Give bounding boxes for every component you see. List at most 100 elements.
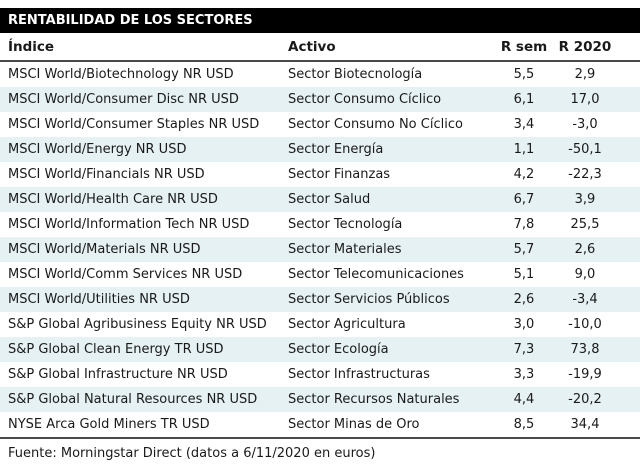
activo-cell: Sector Finanzas	[288, 167, 391, 182]
spacer-cell	[612, 212, 640, 237]
indice-cell: S&P Global Natural Resources NR USD	[8, 392, 258, 407]
r2020-cell: 9,0	[574, 267, 596, 282]
rsem-cell: 3,3	[513, 367, 535, 382]
rsem-cell: 5,1	[513, 267, 535, 282]
spacer-cell	[612, 187, 640, 212]
indice-cell: S&P Global Infrastructure NR USD	[8, 367, 228, 382]
spacer-cell	[612, 287, 640, 312]
indice-cell: MSCI World/Consumer Disc NR USD	[8, 92, 239, 107]
rsem-cell: 6,1	[513, 92, 535, 107]
r2020-cell: 34,4	[558, 412, 612, 439]
table-row: MSCI World/Energy NR USD Sector Energía …	[0, 137, 640, 162]
r2020-cell: -3,0	[572, 117, 598, 132]
r2020-cell: -19,9	[568, 367, 602, 382]
table-row: S&P Global Natural Resources NR USD Sect…	[0, 387, 640, 412]
table-row: S&P Global Clean Energy TR USD Sector Ec…	[0, 337, 640, 362]
spacer-cell	[612, 162, 640, 187]
column-header-spacer	[612, 33, 640, 62]
rsem-cell: 2,6	[513, 292, 535, 307]
rsem-cell: 5,7	[513, 242, 535, 257]
spacer-cell	[612, 412, 640, 439]
rsem-cell: 4,4	[513, 392, 535, 407]
activo-cell: Sector Materiales	[288, 242, 402, 257]
rsem-cell: 7,8	[513, 217, 535, 232]
activo-cell: Sector Telecomunicaciones	[288, 267, 464, 282]
r2020-cell: 73,8	[570, 342, 600, 357]
spacer-cell	[612, 137, 640, 162]
activo-cell: Sector Recursos Naturales	[288, 392, 460, 407]
spacer-cell	[612, 61, 640, 87]
rsem-cell: 4,2	[513, 167, 535, 182]
activo-cell: Sector Agricultura	[288, 317, 406, 332]
activo-cell: Sector Consumo Cíclico	[288, 92, 442, 107]
spacer-cell	[612, 237, 640, 262]
rsem-cell: 1,1	[513, 142, 535, 157]
column-header-rsem: R sem	[490, 33, 558, 62]
activo-cell: Sector Infrastructuras	[288, 367, 430, 382]
spacer-cell	[612, 262, 640, 287]
indice-cell: NYSE Arca Gold Miners TR USD	[0, 412, 288, 439]
activo-cell: Sector Tecnología	[288, 217, 403, 232]
column-header-r2020: R 2020	[558, 33, 612, 62]
spacer-cell	[612, 112, 640, 137]
r2020-cell: -50,1	[568, 142, 602, 157]
column-header-indice: Índice	[0, 33, 288, 62]
table-header: Índice Activo R sem R 2020	[0, 33, 640, 62]
activo-cell: Sector Consumo No Cíclico	[288, 117, 463, 132]
table-row: S&P Global Infrastructure NR USD Sector …	[0, 362, 640, 387]
r2020-cell: -22,3	[568, 167, 602, 182]
report-title: RENTABILIDAD DE LOS SECTORES	[8, 13, 253, 28]
indice-cell: MSCI World/Comm Services NR USD	[8, 267, 243, 282]
source-note: Fuente: Morningstar Direct (datos a 6/11…	[8, 446, 376, 461]
spacer-cell	[612, 87, 640, 112]
spacer-cell	[612, 337, 640, 362]
indice-cell: MSCI World/Financials NR USD	[8, 167, 205, 182]
activo-cell: Sector Energía	[288, 142, 384, 157]
table-row: MSCI World/Consumer Disc NR USD Sector C…	[0, 87, 640, 112]
rsem-cell: 3,4	[513, 117, 535, 132]
table-row: MSCI World/Utilities NR USD Sector Servi…	[0, 287, 640, 312]
spacer-cell	[612, 362, 640, 387]
rsem-cell: 3,0	[513, 317, 535, 332]
activo-cell: Sector Minas de Oro	[288, 412, 490, 439]
spacer-cell	[612, 387, 640, 412]
r2020-cell: 3,9	[574, 192, 596, 207]
activo-cell: Sector Salud	[288, 192, 371, 207]
sector-returns-table: Índice Activo R sem R 2020 MSCI World/Bi…	[0, 33, 640, 439]
table-body: MSCI World/Biotechnology NR USD Sector B…	[0, 61, 640, 439]
indice-cell: S&P Global Clean Energy TR USD	[8, 342, 224, 357]
column-header-activo: Activo	[288, 33, 490, 62]
r2020-cell: -20,2	[568, 392, 602, 407]
table-row: MSCI World/Health Care NR USD Sector Sal…	[0, 187, 640, 212]
table-row: NYSE Arca Gold Miners TR USD Sector Mina…	[0, 412, 640, 439]
activo-cell: Sector Ecología	[288, 342, 389, 357]
indice-cell: MSCI World/Health Care NR USD	[8, 192, 218, 207]
rsem-cell: 6,7	[513, 192, 535, 207]
r2020-cell: 17,0	[570, 92, 600, 107]
r2020-cell: 2,9	[574, 67, 596, 82]
table-row: MSCI World/Information Tech NR USD Secto…	[0, 212, 640, 237]
rsem-cell: 5,5	[513, 67, 535, 82]
spacer-cell	[612, 312, 640, 337]
r2020-cell: -3,4	[572, 292, 598, 307]
activo-cell: Sector Servicios Públicos	[288, 292, 450, 307]
r2020-cell: 2,6	[574, 242, 596, 257]
rsem-cell: 7,3	[513, 342, 535, 357]
indice-cell: MSCI World/Utilities NR USD	[8, 292, 190, 307]
report-title-bar: RENTABILIDAD DE LOS SECTORES	[0, 8, 640, 33]
indice-cell: S&P Global Agribusiness Equity NR USD	[8, 317, 267, 332]
header-row: Índice Activo R sem R 2020	[0, 33, 640, 62]
indice-cell: MSCI World/Materials NR USD	[8, 242, 201, 257]
table-row: MSCI World/Comm Services NR USD Sector T…	[0, 262, 640, 287]
r2020-cell: 25,5	[570, 217, 600, 232]
indice-cell: MSCI World/Energy NR USD	[8, 142, 187, 157]
indice-cell: MSCI World/Consumer Staples NR USD	[8, 117, 260, 132]
indice-cell: MSCI World/Information Tech NR USD	[8, 217, 250, 232]
table-row: MSCI World/Financials NR USD Sector Fina…	[0, 162, 640, 187]
activo-cell: Sector Biotecnología	[288, 67, 423, 82]
table-row: MSCI World/Materials NR USD Sector Mater…	[0, 237, 640, 262]
indice-cell: MSCI World/Biotechnology NR USD	[8, 67, 234, 82]
table-row: MSCI World/Biotechnology NR USD Sector B…	[0, 61, 640, 87]
table-row: MSCI World/Consumer Staples NR USD Secto…	[0, 112, 640, 137]
